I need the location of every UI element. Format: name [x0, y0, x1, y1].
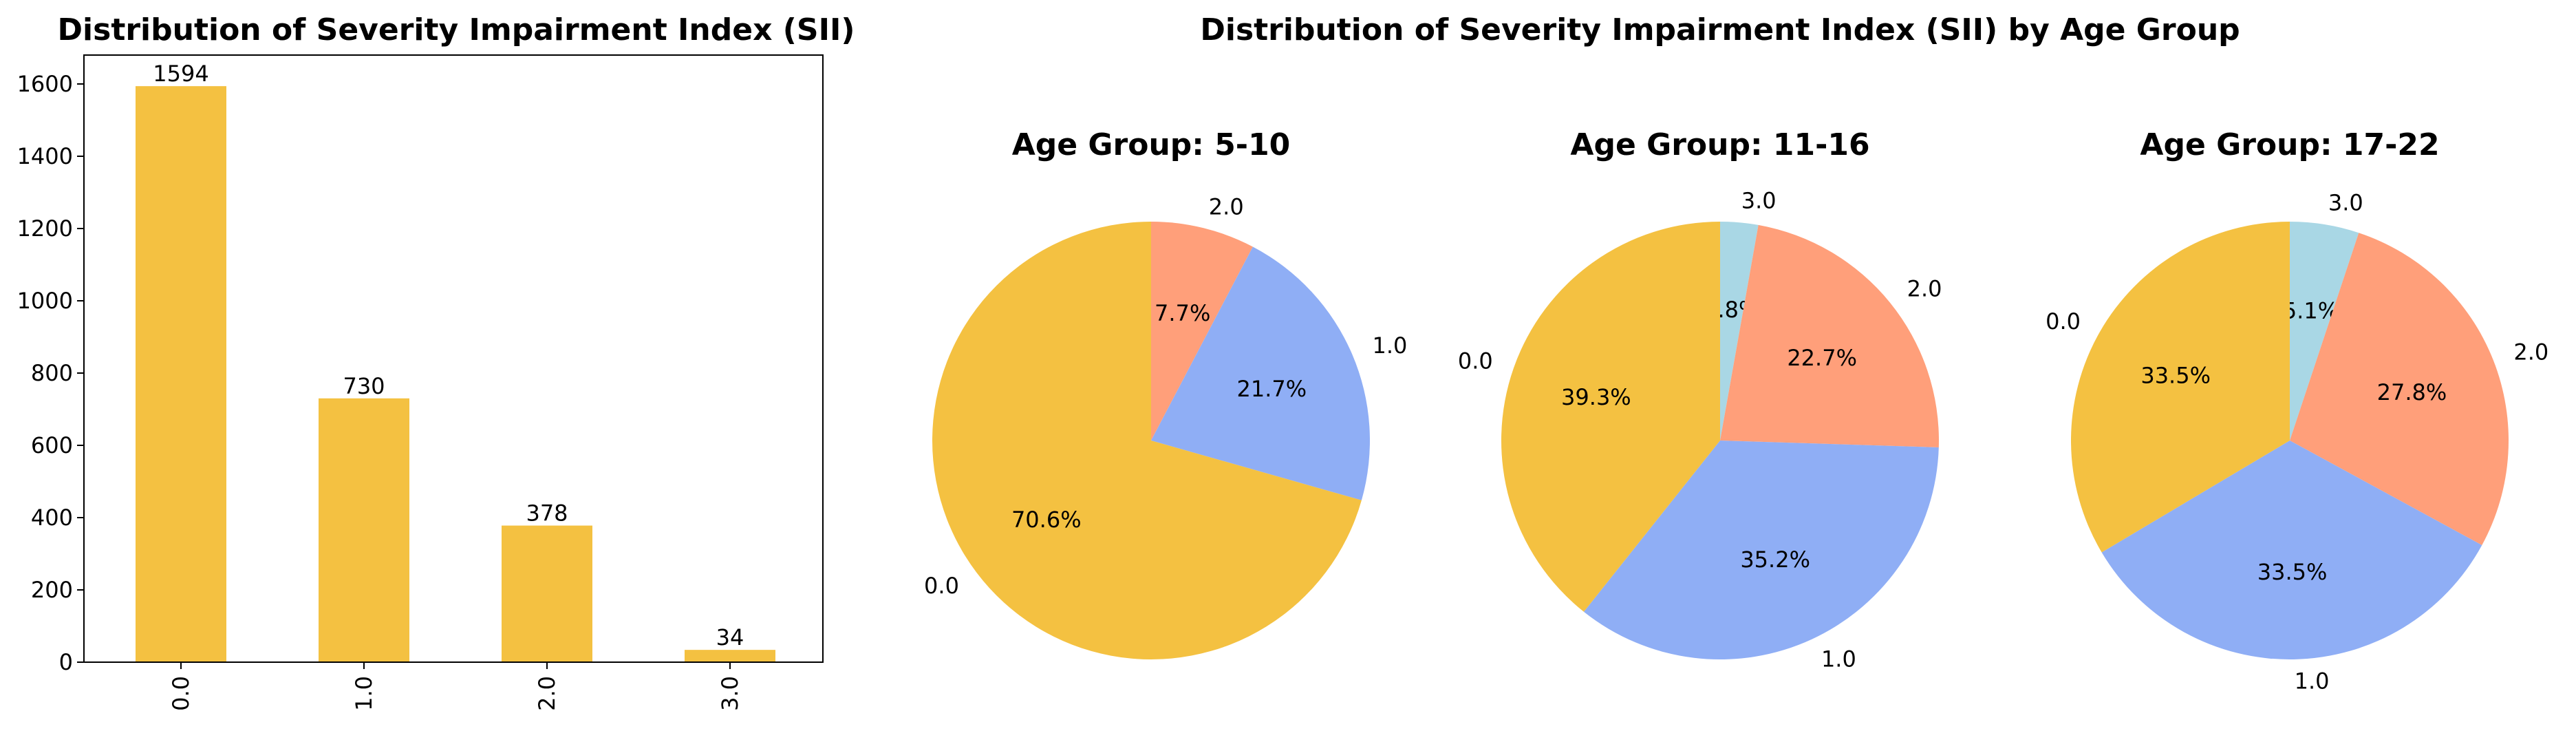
pie-2: Age Group: 11-162.8%3.022.7%2.035.2%1.03…: [1458, 127, 1942, 672]
pie-category-label: 3.0: [1741, 188, 1777, 214]
bar-value-label: 1594: [153, 61, 208, 87]
pie-pct-label: 5.1%: [2283, 298, 2339, 324]
pie-slice-1.0: [2101, 441, 2482, 660]
pie-title: Age Group: 17-22: [2140, 127, 2439, 162]
pie-chart-title: Distribution of Severity Impairment Inde…: [1200, 12, 2240, 47]
pie-slice-3.0: [2290, 222, 2359, 441]
pie-slice-3.0: [1720, 221, 1759, 441]
bar-1.0: [319, 398, 409, 662]
pie-3: Age Group: 17-22 5.1% 3.0 27.8% 2.0 33.5% 1.0 3…: [2046, 127, 2548, 695]
y-tick-label: 400: [31, 505, 73, 531]
pie-category-label: 2.0: [1907, 276, 1942, 302]
bar-2.0: [502, 525, 592, 662]
y-tick-label: 1000: [17, 288, 73, 314]
pie-slice-1.0: [1583, 441, 1939, 659]
bar-value-label: 34: [716, 624, 744, 650]
plot-frame: [83, 54, 824, 663]
pie-slice-0.0: [932, 222, 1362, 659]
y-tick-label: 600: [31, 432, 73, 458]
pie-category-label: 0.0: [1458, 348, 1493, 374]
pie-pct-label: 21.7%: [1237, 376, 1307, 402]
pie-slice-1.0: [1151, 246, 1370, 500]
pie-pct-label: 7.7%: [1155, 300, 1210, 326]
pie-pct-label: 39.3%: [1561, 384, 1631, 410]
bar-value-label: 730: [343, 373, 385, 399]
x-tick-label: 2.0: [534, 676, 560, 711]
pie-category-label: 2.0: [1209, 193, 1244, 220]
pie-title: Age Group: 5-10: [1012, 127, 1291, 162]
bar-chart: 1594 0.0 730 1.0 378 2.0 34 3.0 0 200 400 600 800 100…: [17, 54, 824, 711]
pie-pct-label: 33.5%: [2257, 559, 2328, 585]
pie-charts: Age Group: 5-107.7%2.021.7%1.070.6%0.0Ag…: [924, 127, 2548, 695]
pie-category-label: 2.0: [2513, 339, 2548, 366]
x-tick-label: 3.0: [717, 676, 743, 711]
pie-category-label: 1.0: [2295, 668, 2330, 695]
y-tick-label: 0: [59, 649, 73, 675]
pie-pct-label: 22.7%: [1787, 345, 1857, 371]
pie-slice-2.0: [1720, 224, 1939, 447]
bar-value-label: 378: [526, 500, 568, 527]
y-tick-label: 1400: [17, 143, 73, 169]
pie-pct-label: 70.6%: [1011, 507, 1082, 533]
pie-slice-2.0: [1151, 222, 1253, 441]
bar-chart-title: Distribution of Severity Impairment Inde…: [58, 12, 855, 47]
pie-slice-2.0: [2290, 233, 2509, 546]
pie-category-label: 1.0: [1372, 332, 1407, 359]
y-tick-label: 800: [31, 360, 73, 386]
pie-pct-label: 33.5%: [2140, 363, 2211, 389]
pie-slice-0.0: [2070, 222, 2290, 553]
x-tick-label: 1.0: [351, 676, 377, 711]
pie-category-label: 0.0: [2046, 308, 2081, 335]
pie-category-label: 3.0: [2328, 190, 2363, 216]
pie-pct-label: 35.2%: [1740, 547, 1810, 573]
x-tick-label: 0.0: [168, 676, 194, 711]
pie-category-label: 1.0: [1821, 646, 1856, 672]
pie-1: Age Group: 5-10 7.7% 2.0 21.7% 1.0 70.6% 0.0: [924, 127, 1407, 659]
y-tick-label: 200: [31, 577, 73, 603]
bar-0.0: [136, 86, 226, 662]
y-tick-label: 1600: [17, 71, 73, 97]
pie-title: Age Group: 11-16: [1570, 127, 1869, 162]
y-tick-label: 1200: [17, 215, 73, 242]
bar-3.0: [685, 650, 775, 662]
pie-slice-0.0: [1501, 222, 1720, 612]
pie-pct-label: 27.8%: [2377, 379, 2447, 405]
pie-category-label: 0.0: [924, 573, 959, 599]
